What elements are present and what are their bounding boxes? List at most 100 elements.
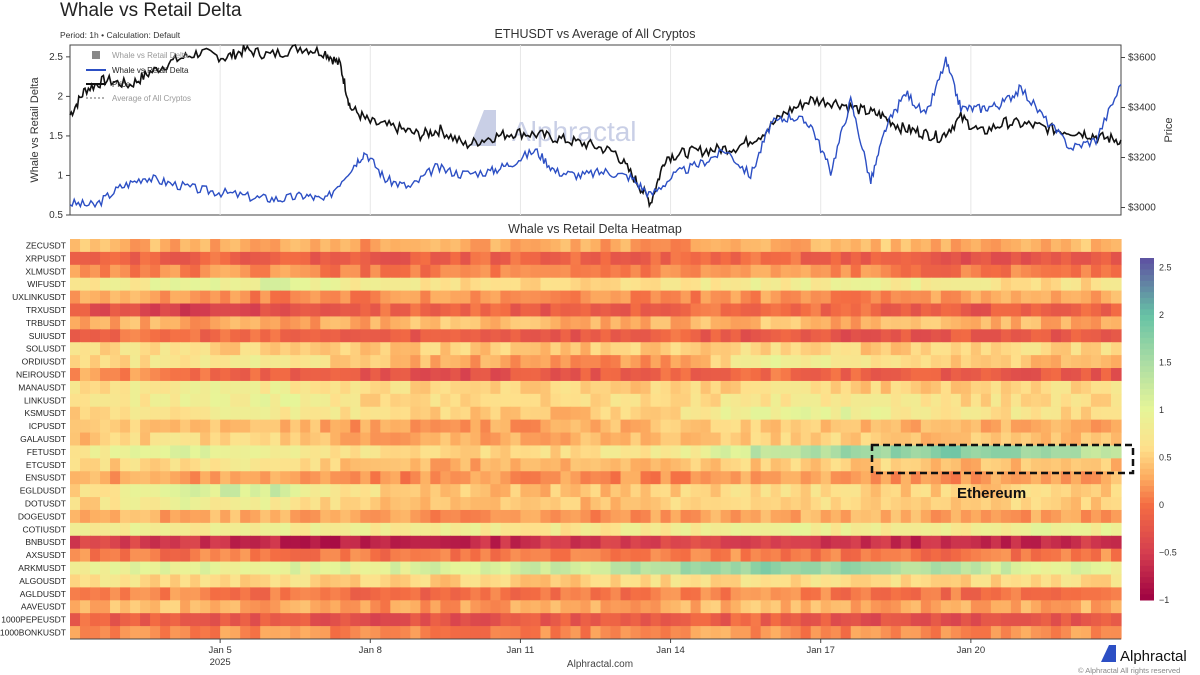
heatmap-cell [630, 355, 642, 369]
heatmap-cell [490, 419, 502, 433]
heatmap-cell [510, 613, 522, 627]
heatmap-cell [320, 626, 331, 640]
heatmap-cell [850, 600, 862, 614]
heatmap-cell [410, 406, 421, 421]
heatmap-cell [280, 419, 291, 433]
heatmap-cell [150, 355, 161, 369]
heatmap-cell [220, 342, 231, 356]
heatmap-cell [710, 264, 722, 279]
heatmap-cell [810, 432, 822, 446]
heatmap-cell [880, 626, 892, 640]
heatmap-cell [560, 458, 572, 472]
heatmap-cell [1110, 355, 1122, 369]
heatmap-cell [560, 445, 572, 459]
heatmap-cell [960, 626, 972, 640]
heatmap-cell [340, 471, 351, 485]
heatmap-cell [470, 303, 481, 317]
colorbar-segment [1140, 411, 1154, 419]
heatmap-cell [290, 393, 301, 408]
heatmap-cell [330, 329, 341, 343]
heatmap-cell [140, 548, 151, 562]
heatmap-cell [320, 574, 331, 588]
heatmap-cell [570, 574, 582, 588]
heatmap-cell [1050, 561, 1062, 575]
heatmap-cell [510, 432, 522, 446]
heatmap-cell [160, 303, 171, 317]
heatmap-cell [310, 613, 321, 627]
heatmap-cell [110, 329, 121, 343]
heatmap-cell [280, 561, 291, 575]
heatmap-cell [940, 329, 952, 343]
heatmap-cell [940, 393, 952, 408]
heatmap-cell [700, 574, 712, 588]
heatmap-cell [490, 509, 502, 524]
heatmap-cell [850, 458, 862, 472]
footer-site-link[interactable]: Alphractal.com [566, 659, 634, 670]
heatmap-cell [440, 342, 451, 356]
heatmap-cell [640, 445, 652, 459]
heatmap-cell [790, 613, 802, 627]
heatmap-cell [820, 419, 832, 433]
heatmap-cell [1040, 355, 1052, 369]
heatmap-cell [140, 626, 151, 640]
heatmap-cell [880, 497, 892, 511]
colorbar-segment [1140, 543, 1154, 550]
heatmap-cell [80, 587, 91, 601]
heatmap-cell [1020, 303, 1032, 317]
heatmap-cell [140, 380, 151, 395]
heatmap-cell [130, 471, 141, 485]
heatmap-cell [550, 303, 562, 317]
heatmap-cell [1020, 368, 1032, 382]
heatmap-row-label: AXSUSDT [26, 550, 66, 560]
heatmap-cell [920, 548, 932, 562]
heatmap-cell [1080, 600, 1092, 614]
heatmap-cell [470, 329, 481, 343]
heatmap-cell [80, 445, 91, 459]
heatmap-cell [290, 329, 301, 343]
heatmap-cell [350, 368, 361, 382]
heatmap-cell [350, 445, 361, 459]
heatmap-cell [270, 600, 281, 614]
heatmap-cell [350, 509, 361, 524]
heatmap-cell [360, 497, 371, 511]
heatmap-cell [760, 561, 772, 575]
heatmap-cell [130, 445, 141, 459]
heatmap-cell [820, 393, 832, 408]
heatmap-cell [280, 264, 291, 279]
heatmap-cell [980, 522, 992, 537]
heatmap-cell [130, 432, 141, 446]
ethereum-highlight-box [870, 443, 1135, 475]
heatmap-cell [940, 587, 952, 601]
heatmap-cell [980, 251, 992, 266]
heatmap-cell [850, 471, 862, 485]
heatmap-cell [350, 264, 361, 279]
heatmap-cell [180, 587, 191, 601]
heatmap-cell [200, 497, 211, 511]
heatmap-cell [310, 368, 321, 382]
heatmap-cell [720, 406, 732, 421]
heatmap-cell [410, 574, 421, 588]
heatmap-cell [100, 497, 111, 511]
heatmap-cell [100, 471, 111, 485]
heatmap-cell [810, 303, 822, 317]
heatmap-cell [390, 432, 401, 446]
heatmap-cell [160, 406, 171, 421]
heatmap-cell [340, 290, 351, 304]
heatmap-cell [540, 342, 552, 356]
heatmap-cell [660, 380, 672, 395]
heatmap-cell [680, 561, 692, 575]
heatmap-cell [410, 290, 421, 304]
heatmap-cell [1090, 239, 1102, 253]
heatmap-cell [300, 574, 311, 588]
heatmap-cell [930, 574, 942, 588]
heatmap-cell [540, 458, 552, 472]
heatmap-cell [890, 342, 902, 356]
heatmap-cell [100, 264, 111, 279]
colorbar-segment [1140, 468, 1154, 476]
heatmap-cell [1100, 613, 1112, 627]
heatmap-cell [590, 613, 602, 627]
colorbar-segment [1140, 503, 1154, 510]
heatmap-cell [900, 251, 912, 266]
